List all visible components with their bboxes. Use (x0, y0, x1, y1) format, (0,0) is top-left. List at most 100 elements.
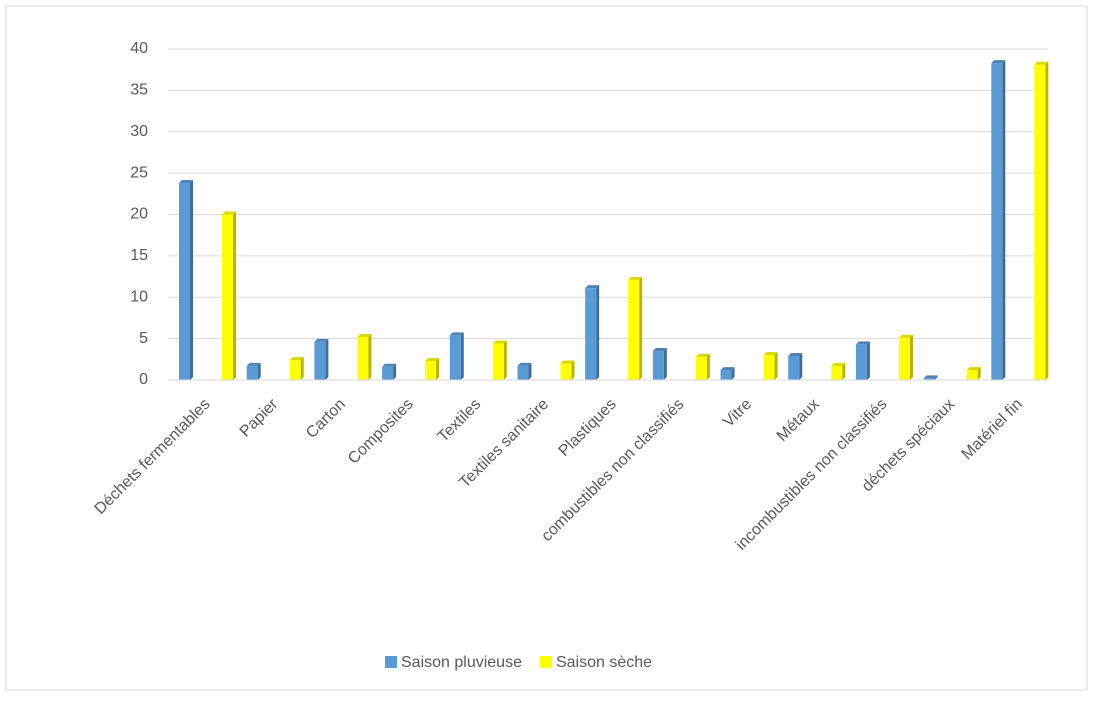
bar-top (628, 276, 643, 280)
bar (923, 375, 938, 380)
bar-front (966, 370, 978, 380)
bar (831, 362, 846, 380)
bar-top (357, 333, 372, 337)
chart-frame (5, 5, 1088, 691)
bar (652, 348, 667, 380)
bar (855, 341, 870, 380)
bar (492, 340, 507, 380)
bar (763, 352, 778, 380)
bar-front (628, 279, 640, 380)
bar (314, 338, 329, 380)
bar-side (774, 352, 778, 380)
bar-top (923, 375, 938, 379)
bar-top (289, 357, 304, 361)
bar (628, 276, 643, 380)
bar-front (492, 343, 504, 380)
bar-side (909, 334, 913, 380)
bar-front (831, 365, 843, 380)
bar-front (289, 360, 301, 380)
bar (357, 333, 372, 380)
bar-side (596, 285, 600, 380)
bar-front (695, 356, 707, 380)
bar-top (991, 60, 1006, 64)
bar (517, 362, 532, 380)
bar-front (855, 344, 867, 380)
bar-top (652, 348, 667, 352)
bar-front (788, 356, 800, 380)
bar (695, 353, 710, 380)
legend-swatch (539, 656, 552, 668)
bar (585, 285, 600, 380)
bar (246, 362, 261, 380)
bar (788, 353, 803, 380)
legend-label: Saison pluvieuse (401, 654, 522, 671)
bar-front (179, 183, 190, 380)
bar-front (425, 360, 437, 380)
bar-top (382, 363, 397, 367)
bar-top (695, 353, 710, 357)
bar-side (503, 340, 507, 380)
bar-top (314, 338, 329, 342)
bar-side (300, 357, 304, 380)
bar-side (977, 367, 981, 380)
y-tick-label: 10 (130, 288, 148, 305)
bar-front (449, 335, 461, 380)
bar-top (966, 367, 981, 371)
bar-side (799, 353, 803, 380)
bar-side (325, 338, 329, 380)
y-tick-label: 5 (139, 330, 148, 347)
bar-side (393, 363, 397, 380)
bar-front (585, 288, 597, 380)
bar-side (663, 348, 667, 380)
bar-front (923, 378, 935, 380)
bar (289, 357, 304, 380)
bar-top (425, 357, 440, 361)
bar-front (991, 63, 1003, 380)
bar-front (560, 363, 572, 380)
bar (898, 334, 913, 380)
bar-top (449, 332, 464, 336)
bar (720, 367, 735, 380)
bar (425, 357, 440, 380)
bar-front (763, 355, 775, 380)
bar-front (314, 341, 326, 380)
bar-side (706, 353, 710, 380)
bar-top (855, 341, 870, 345)
y-tick-label: 20 (130, 206, 148, 223)
bar (382, 363, 397, 380)
bar-side (233, 211, 236, 380)
bar-side (934, 375, 938, 380)
y-tick-label: 40 (130, 40, 148, 57)
bar (449, 332, 464, 380)
y-tick-label: 30 (130, 123, 148, 140)
bar-front (517, 365, 529, 380)
bar-top (763, 352, 778, 356)
bar (222, 211, 236, 380)
bar-side (1002, 60, 1006, 380)
bar-side (571, 360, 575, 380)
bar-front (382, 366, 394, 380)
bar-top (517, 362, 532, 366)
bar-top (246, 362, 261, 366)
bar-top (720, 367, 735, 371)
bar-side (460, 332, 464, 380)
bar-side (368, 333, 372, 380)
bar-side (436, 357, 440, 380)
bar-top (222, 211, 236, 215)
bar-top (179, 180, 193, 184)
bar-front (357, 336, 369, 380)
bar-side (528, 362, 532, 380)
bar-side (1045, 61, 1049, 380)
bar (179, 180, 193, 380)
bar-top (1034, 61, 1049, 65)
bar-side (866, 341, 870, 380)
bar-side (731, 367, 735, 380)
y-tick-label: 25 (130, 164, 148, 181)
bar-side (639, 276, 643, 380)
bar-top (831, 362, 846, 366)
bar-front (720, 370, 732, 380)
bar (991, 60, 1006, 380)
bar (966, 367, 981, 380)
y-tick-label: 15 (130, 247, 148, 264)
bar-front (222, 214, 233, 380)
